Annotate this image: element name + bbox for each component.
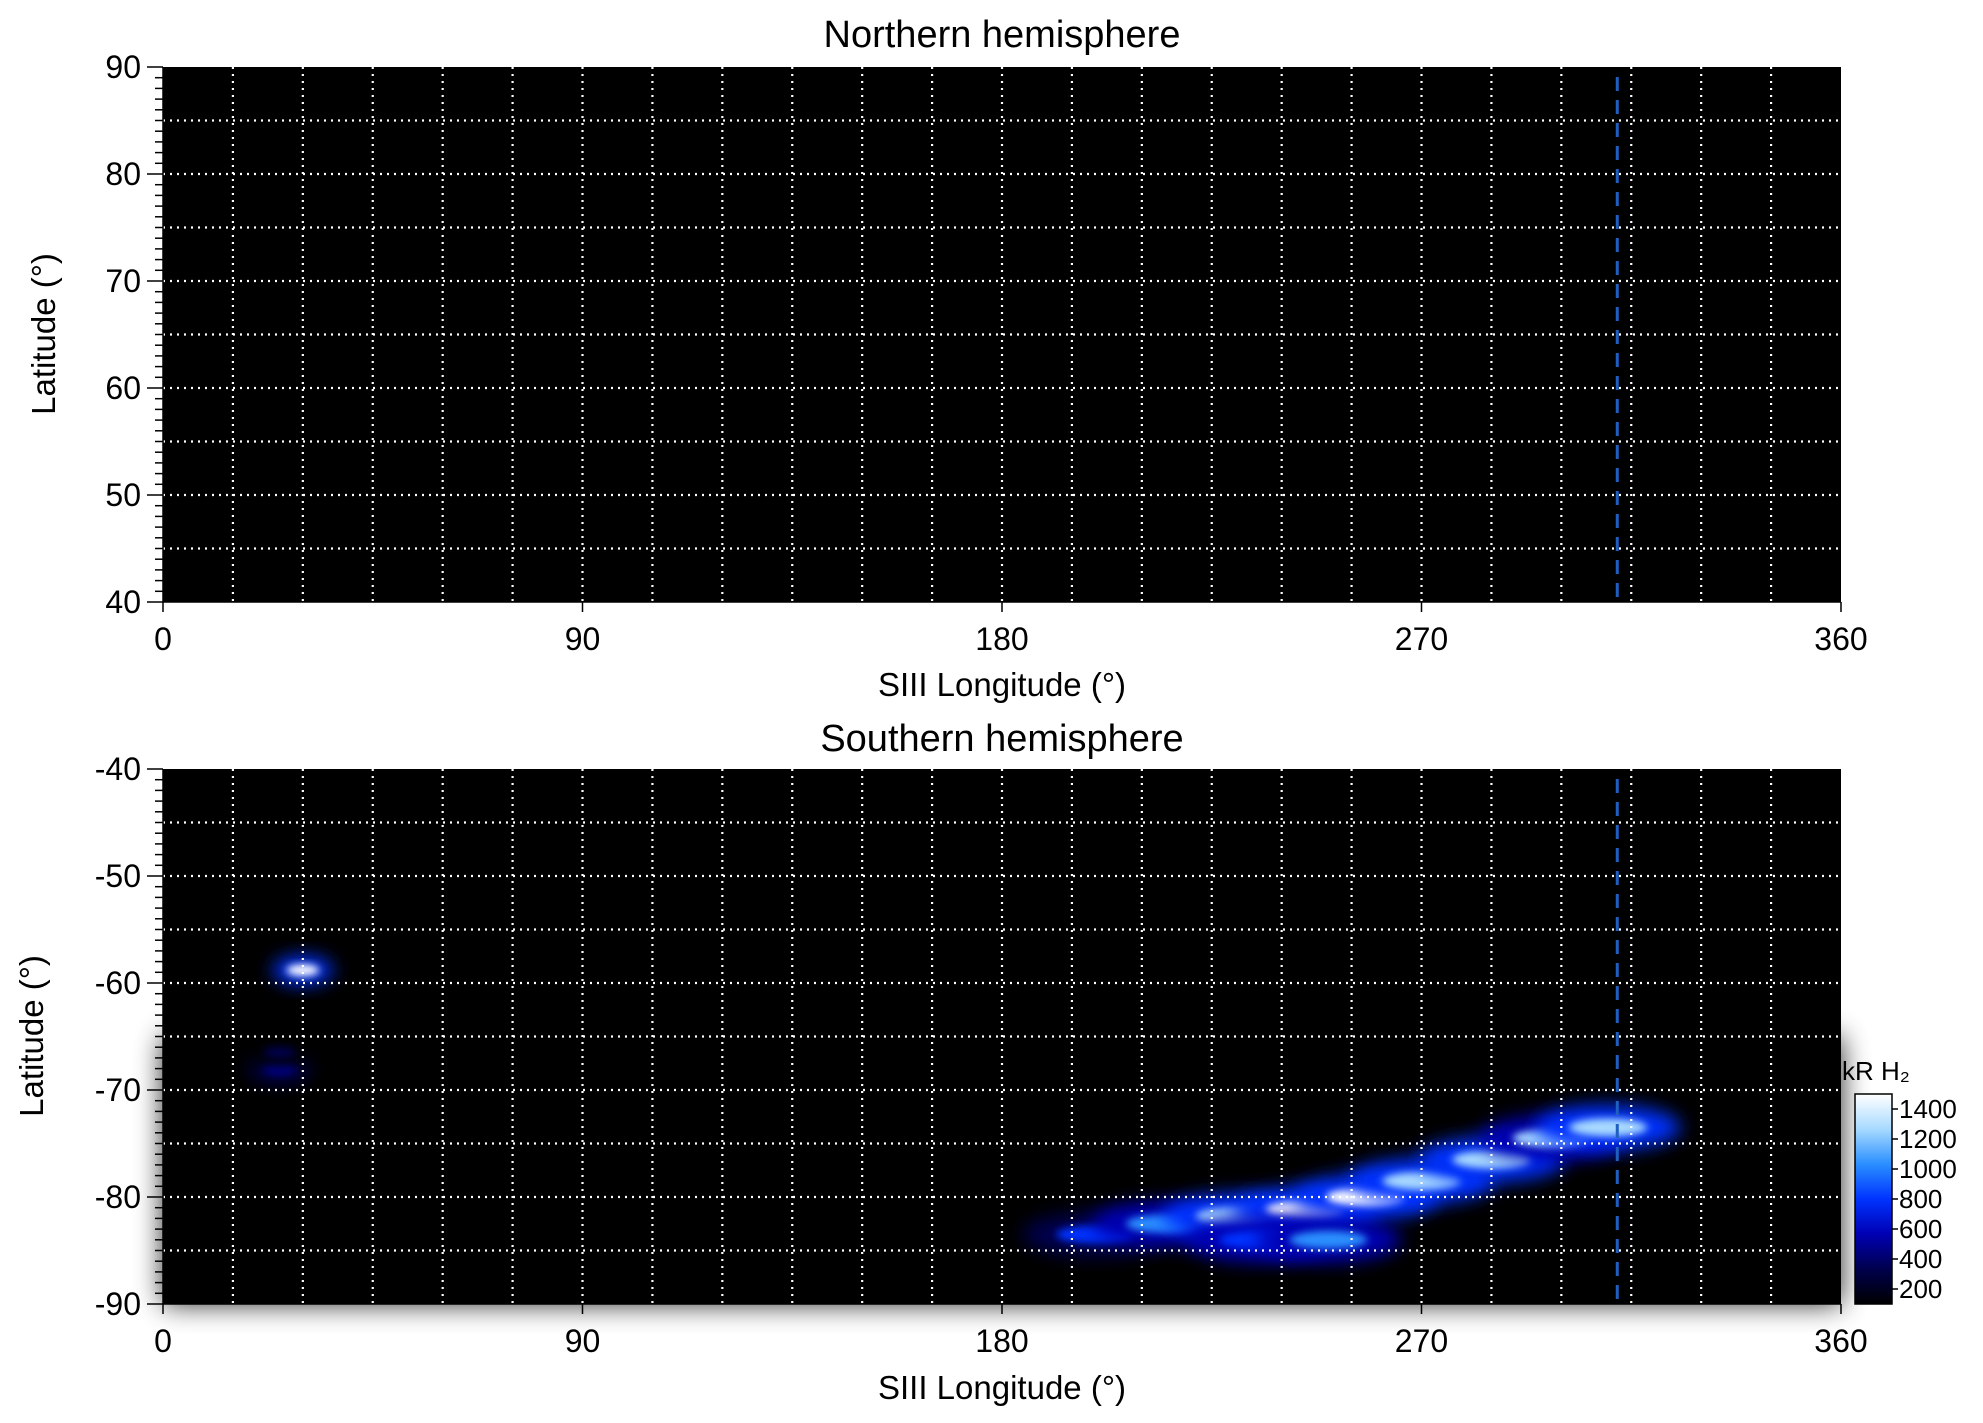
x-tick-label: 90 — [565, 621, 601, 657]
colorbar-label: kR H₂ — [1842, 1056, 1910, 1086]
y-tick-label: 60 — [105, 370, 141, 406]
y-tick-label: 90 — [105, 49, 141, 85]
x-axis: 0 90 180 270 360 — [154, 601, 1868, 657]
y-axis-label: Latitude (°) — [25, 253, 62, 415]
y-tick-label: -90 — [95, 1286, 141, 1322]
y-axis: 40 50 60 70 80 90 — [105, 49, 164, 620]
panel-north: Northern hemisphere 0 90 180 270 360 40 50 60 7… — [25, 14, 1868, 703]
colorbar-tick-label: 1200 — [1899, 1124, 1957, 1154]
colorbar-tick-label: 400 — [1899, 1244, 1942, 1274]
chart-title: Southern hemisphere — [820, 718, 1183, 760]
x-tick-label: 0 — [154, 1323, 172, 1359]
colorbar-tick-label: 1000 — [1899, 1154, 1957, 1184]
y-axis-minor-ticks — [147, 66, 163, 603]
x-tick-label: 90 — [565, 1323, 601, 1359]
y-tick-label: 80 — [105, 156, 141, 192]
x-axis: 0 90 180 270 360 — [154, 1303, 1868, 1359]
x-axis-label: SIII Longitude (°) — [878, 666, 1126, 703]
y-tick-label: -50 — [95, 858, 141, 894]
emission-core — [263, 1046, 296, 1059]
emission-core — [1568, 1118, 1648, 1137]
y-tick-label: 50 — [105, 477, 141, 513]
y-tick-label: 40 — [105, 584, 141, 620]
colorbar-tick-label: 1400 — [1899, 1094, 1957, 1124]
x-tick-label: 180 — [975, 621, 1028, 657]
x-tick-label: 270 — [1395, 621, 1448, 657]
emission-core — [286, 964, 320, 976]
x-tick-label: 360 — [1814, 1323, 1867, 1359]
colorbar-tick-label: 600 — [1899, 1214, 1942, 1244]
x-axis-label: SIII Longitude (°) — [878, 1369, 1126, 1406]
emission-band — [163, 1036, 1841, 1304]
y-tick-label: -80 — [95, 1179, 141, 1215]
colorbar-gradient — [1854, 1093, 1893, 1305]
y-axis: -40 -50 -60 -70 -80 -90 — [95, 751, 164, 1322]
x-tick-label: 360 — [1814, 621, 1867, 657]
y-axis-minor-ticks — [147, 768, 163, 1305]
y-axis-label: Latitude (°) — [13, 955, 50, 1117]
grid — [163, 67, 1841, 602]
grid — [163, 769, 1841, 1304]
colorbar-tick-label: 200 — [1899, 1274, 1942, 1304]
chart-title: Northern hemisphere — [824, 14, 1181, 56]
emission-core — [1289, 1230, 1368, 1249]
panel-south: Southern hemisphere 0 90 180 270 360 -40-50-… — [13, 718, 1868, 1406]
y-tick-label: 70 — [105, 263, 141, 299]
y-tick-label: -60 — [95, 965, 141, 1001]
x-tick-label: 180 — [975, 1323, 1028, 1359]
x-tick-label: 0 — [154, 621, 172, 657]
y-tick-label: -70 — [95, 1072, 141, 1108]
x-tick-label: 270 — [1395, 1323, 1448, 1359]
colorbar-tick-label: 800 — [1899, 1184, 1942, 1214]
emission-core — [1382, 1171, 1461, 1190]
y-tick-label: -40 — [95, 751, 141, 787]
